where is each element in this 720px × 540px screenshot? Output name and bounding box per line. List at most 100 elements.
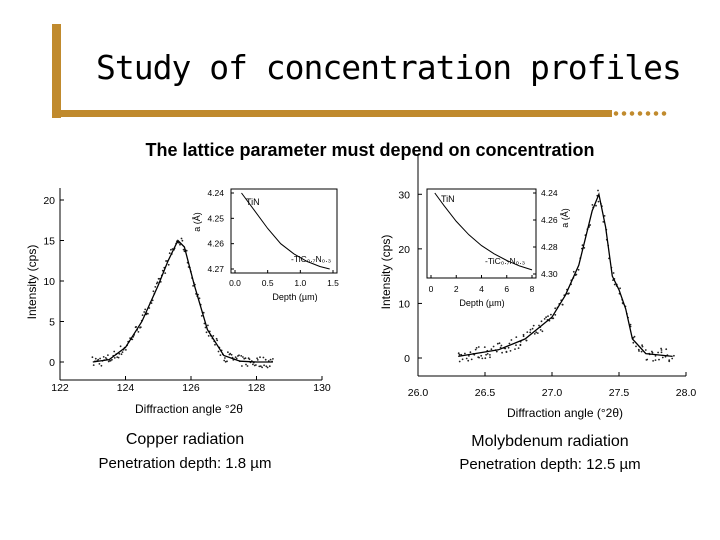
panel-1-depth-label: Penetration depth: 1.8 µm: [98, 455, 272, 472]
panel-2-data-point: [658, 358, 660, 361]
panel-2-caption: Molybdenum radiation: [471, 433, 629, 450]
panel-1-inset-label-tin: TiN: [246, 197, 260, 207]
panel-2-data-point: [654, 355, 657, 357]
panel-2-data-point: [461, 358, 464, 361]
panel-2-data-point: [660, 351, 663, 354]
panel-2-x-tick-label: 26.5: [475, 387, 496, 399]
panel-2-data-point: [651, 351, 654, 354]
panel-1-data-point: [212, 335, 215, 337]
panel-1-data-point: [238, 354, 240, 357]
panel-1-data-point: [111, 358, 113, 361]
panel-1-data-point: [217, 350, 220, 353]
panel-1-data-point: [219, 354, 222, 356]
panel-1-fit-line: [92, 239, 273, 363]
panel-2-data-point: [484, 357, 487, 360]
panel-2-y-axis-label: Intensity (cps): [379, 235, 393, 310]
panel-1-data-point: [157, 277, 160, 280]
panel-1-data-point: [198, 297, 201, 300]
panel-2-data-point: [641, 344, 643, 347]
panel-1-data-point: [181, 239, 184, 242]
panel-2-data-point: [490, 348, 493, 351]
panel-1-data-point: [139, 326, 142, 329]
panel-2-data-point: [519, 344, 522, 347]
panel-1-data-point: [252, 363, 254, 366]
panel-2-data-point: [597, 189, 599, 192]
panel-1-data-point: [121, 351, 124, 353]
panel-2-data-point: [529, 328, 532, 331]
panel-1-data-point: [99, 357, 101, 360]
panel-2-inset-x-axis-label: Depth (µm): [459, 298, 504, 308]
panel-2-data-point: [641, 345, 644, 348]
panel-1-data-point: [244, 357, 247, 360]
panel-1-data-point: [147, 312, 149, 315]
panel-1-data-point: [230, 353, 233, 356]
panel-1-inset-y-tick-label: 4.26: [207, 239, 224, 249]
panel-2-data-point: [492, 345, 495, 348]
panel-1-data-point: [107, 354, 109, 356]
panel-2-data-point: [572, 270, 575, 273]
panel-1-data-point: [223, 359, 226, 362]
panel-2-data-point: [660, 347, 662, 350]
panel-2-inset-x-tick-label: 8: [530, 284, 535, 294]
panel-2-data-point: [496, 342, 499, 345]
panel-1-x-tick-label: 122: [51, 382, 69, 394]
panel-2-data-point: [673, 354, 675, 357]
panel-1-data-point: [117, 356, 120, 359]
panel-2-data-point: [575, 273, 578, 276]
panel-1-caption: Copper radiation: [125, 431, 245, 448]
panel-2-data-point: [498, 342, 501, 345]
panel-1-data-point: [192, 285, 195, 287]
panel-1-inset-y-tick-label: 4.27: [207, 264, 224, 274]
panel-1-data-point: [272, 358, 274, 360]
panel-1-data-point: [269, 358, 272, 361]
panel-2-data-point: [613, 283, 616, 286]
panel-2-data-point: [645, 359, 648, 361]
panel-2-fit-line: [458, 192, 673, 358]
panel-1-data-point: [97, 358, 100, 361]
panel-2-data-point: [652, 360, 654, 362]
panel-1-data-point: [102, 356, 105, 358]
panel-1-data-point: [256, 359, 259, 361]
panel-2-inset-x-tick-label: 4: [479, 284, 484, 294]
panel-2-data-point: [526, 331, 529, 333]
panel-2-data-point: [540, 320, 543, 323]
panel-1-data-point: [234, 356, 237, 358]
panel-1-inset-x-axis-label: Depth (µm): [272, 292, 317, 302]
panel-2-data-point: [629, 323, 632, 326]
panel-2-data-point: [483, 346, 486, 348]
panel-2-data-point: [554, 314, 557, 316]
panel-1-data-point: [120, 353, 123, 356]
panel-2-data-point: [525, 339, 528, 342]
panel-2-data-point: [538, 324, 540, 327]
panel-1-y-tick-label: 0: [49, 357, 55, 369]
panel-1-data-point: [259, 365, 262, 368]
panel-1-data-point: [227, 351, 229, 354]
panel-2-data-point: [514, 348, 516, 350]
panel-2-data-point: [522, 335, 525, 338]
panel-2-inset-x-tick-label: 2: [454, 284, 459, 294]
panel-2-data-point: [500, 344, 503, 347]
panel-2-data-point: [640, 350, 643, 353]
panel-2-data-point: [545, 316, 547, 319]
panel-1-data-point: [242, 356, 244, 358]
panel-1-inset-x-tick-label: 0.0: [229, 278, 241, 288]
panel-2-data-point: [595, 204, 597, 207]
panel-1-inset-y-axis-label: a (Å): [192, 212, 202, 232]
panel-2-data-point: [612, 272, 615, 274]
panel-1-data-point: [119, 345, 122, 348]
panel-1-data-point: [216, 339, 219, 342]
panel-2-data-point: [561, 303, 564, 306]
panel-1-inset-x-tick-label: 0.5: [262, 278, 274, 288]
panel-1-data-point: [154, 286, 157, 288]
panel-1-data-point: [94, 357, 97, 360]
panel-2-depth-label: Penetration depth: 12.5 µm: [459, 456, 641, 473]
panel-1-data-point: [141, 314, 144, 316]
panel-2-data-point: [583, 247, 586, 249]
panel-1-data-point: [248, 358, 251, 361]
panel-2-data-point: [661, 356, 664, 359]
panel-1-data-point: [100, 364, 103, 367]
panel-1-inset-label-ticn: -TiC₀.₇N₀.₃: [291, 254, 331, 264]
panel-2-data-point: [665, 348, 668, 351]
panel-1-data-point: [185, 249, 188, 252]
panel-1-data-point: [268, 365, 271, 368]
